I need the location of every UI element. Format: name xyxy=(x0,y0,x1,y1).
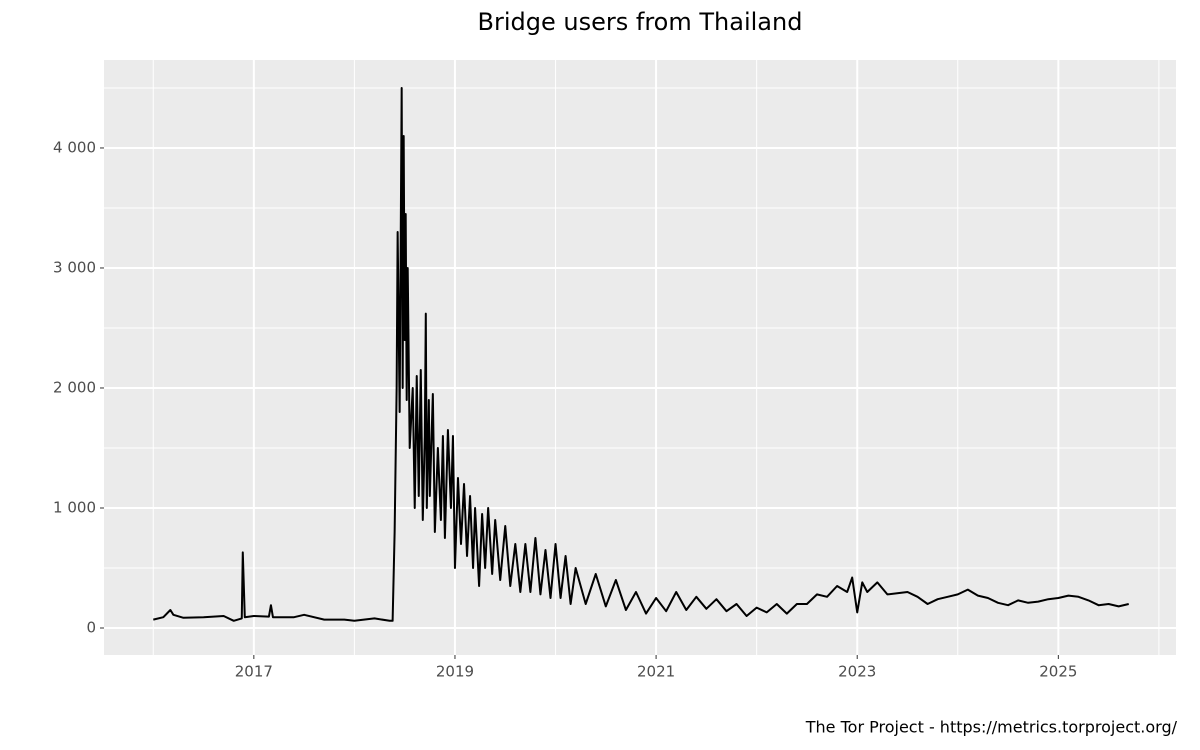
x-tick-label: 2025 xyxy=(1039,663,1077,681)
y-tick-label: 3 000 xyxy=(53,258,96,276)
y-tick-label: 1 000 xyxy=(53,498,96,516)
x-tick-label: 2021 xyxy=(637,663,675,681)
y-tick-label: 2 000 xyxy=(53,378,96,396)
y-tick-label: 0 xyxy=(86,618,96,636)
x-tick-label: 2017 xyxy=(235,663,273,681)
y-tick-label: 4 000 xyxy=(53,138,96,156)
caption: The Tor Project - https://metrics.torpro… xyxy=(805,718,1178,737)
x-tick-label: 2023 xyxy=(838,663,876,681)
x-tick-label: 2019 xyxy=(436,663,474,681)
data-line xyxy=(153,86,1129,622)
chart-title: Bridge users from Thailand xyxy=(478,8,803,36)
panel xyxy=(104,60,1176,655)
